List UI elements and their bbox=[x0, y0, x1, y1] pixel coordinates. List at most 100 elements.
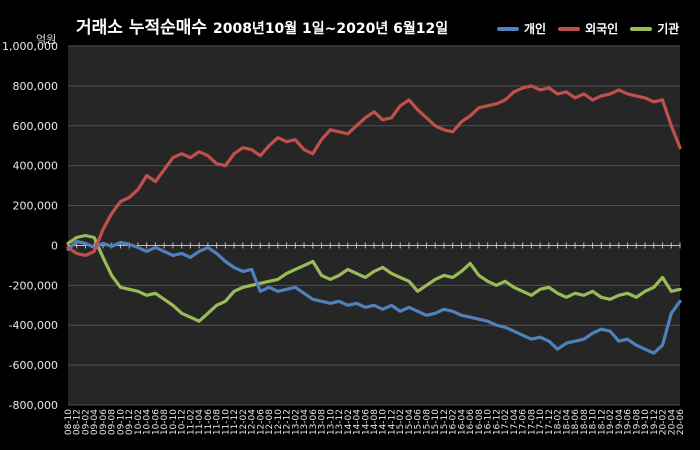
x-tick-label: 18-08 bbox=[580, 409, 590, 435]
x-tick-label: 14-10 bbox=[379, 409, 389, 435]
y-tick-label: -200,000 bbox=[9, 279, 58, 292]
x-tick-label: 15-02 bbox=[396, 409, 406, 435]
x-tick-label: 18-04 bbox=[562, 409, 572, 435]
x-tick-label: 18-10 bbox=[589, 409, 599, 435]
y-tick-label: 1,000,000 bbox=[2, 40, 58, 53]
x-tick-label: 15-12 bbox=[440, 409, 450, 435]
y-unit-label: 억원 bbox=[36, 33, 57, 46]
y-tick-label: 400,000 bbox=[13, 160, 59, 173]
x-tick-label: 17-12 bbox=[545, 409, 555, 435]
x-tick-label: 11-02 bbox=[186, 409, 196, 435]
series-line-individual bbox=[66, 239, 682, 355]
x-tick-label: 11-12 bbox=[230, 409, 240, 435]
x-tick-label: 19-02 bbox=[606, 409, 616, 435]
x-tick-label: 16-06 bbox=[466, 409, 476, 435]
x-tick-label: 17-10 bbox=[536, 409, 546, 435]
series-line-foreign bbox=[66, 84, 682, 257]
x-tick-label: 12-04 bbox=[248, 409, 258, 435]
y-tick-label: -400,000 bbox=[9, 319, 58, 332]
x-tick-label: 19-10 bbox=[641, 409, 651, 435]
legend-label-foreign: 외국인 bbox=[585, 22, 619, 36]
x-tick-label: 19-04 bbox=[615, 409, 625, 435]
x-tick-label: 14-08 bbox=[370, 409, 380, 435]
x-tick-label: 12-02 bbox=[239, 409, 249, 435]
x-tick-label: 18-02 bbox=[554, 409, 564, 435]
y-tick-label: -600,000 bbox=[9, 359, 58, 372]
series-line-institution bbox=[66, 233, 682, 323]
x-tick-label: 14-06 bbox=[361, 409, 371, 435]
series-lines bbox=[66, 84, 682, 355]
x-tick-label: 19-12 bbox=[650, 409, 660, 435]
x-tick-label: 13-12 bbox=[335, 409, 345, 435]
x-tick-label: 18-12 bbox=[597, 409, 607, 435]
x-tick-label: 20-04 bbox=[667, 409, 677, 435]
x-tick-label: 13-08 bbox=[318, 409, 328, 435]
legend-swatch-individual bbox=[497, 26, 519, 31]
legend-item-institution[interactable]: 기관 bbox=[630, 20, 679, 37]
y-tick-label: 800,000 bbox=[13, 80, 59, 93]
y-tick-label: 600,000 bbox=[13, 120, 59, 133]
x-tick-label: 19-08 bbox=[632, 409, 642, 435]
chart-title: 거래소 누적순매수 2008년10월 1일~2020년 6월12일 bbox=[76, 13, 448, 38]
x-tick-label: 14-02 bbox=[344, 409, 354, 435]
x-tick-label: 10-06 bbox=[151, 409, 161, 435]
x-tick-label: 17-06 bbox=[519, 409, 529, 435]
x-tick-label: 12-10 bbox=[274, 409, 284, 435]
x-tick-label: 15-08 bbox=[422, 409, 432, 435]
chart-title-main: 거래소 누적순매수 bbox=[76, 18, 208, 38]
x-tick-label: 16-10 bbox=[484, 409, 494, 435]
x-tick-label: 14-04 bbox=[353, 409, 363, 435]
x-tick-label: 10-08 bbox=[160, 409, 170, 435]
x-tick-label: 16-04 bbox=[457, 409, 467, 435]
x-tick-label: 09-02 bbox=[81, 409, 91, 435]
x-tick-label: 14-12 bbox=[387, 409, 397, 435]
x-axis: 08-1008-1209-0209-0409-0609-0809-1009-12… bbox=[64, 242, 686, 435]
x-tick-label: 09-06 bbox=[99, 409, 109, 435]
legend-label-institution: 기관 bbox=[657, 22, 680, 36]
x-tick-label: 13-10 bbox=[326, 409, 336, 435]
y-tick-label: 0 bbox=[51, 239, 58, 252]
legend-swatch-foreign bbox=[558, 26, 581, 31]
x-tick-label: 13-02 bbox=[291, 409, 301, 435]
x-tick-label: 09-08 bbox=[108, 409, 118, 435]
x-tick-label: 10-12 bbox=[178, 409, 188, 435]
x-tick-label: 16-12 bbox=[492, 409, 502, 435]
x-tick-label: 10-02 bbox=[134, 409, 144, 435]
x-tick-label: 15-06 bbox=[414, 409, 424, 435]
y-axis: 1,000,000 800,000 600,000 400,000 200,000 0 -2… bbox=[2, 40, 58, 412]
x-tick-label: 19-06 bbox=[624, 409, 634, 435]
x-tick-label: 16-08 bbox=[475, 409, 485, 435]
legend-swatch-institution bbox=[630, 26, 653, 31]
x-tick-label: 11-04 bbox=[195, 409, 205, 435]
x-tick-label: 09-10 bbox=[116, 409, 126, 435]
plot-area bbox=[68, 46, 680, 405]
x-tick-label: 16-02 bbox=[449, 409, 459, 435]
x-tick-label: 11-10 bbox=[221, 409, 231, 435]
x-tick-label: 11-08 bbox=[213, 409, 223, 435]
legend-label-individual: 개인 bbox=[524, 22, 547, 36]
x-tick-label: 13-06 bbox=[309, 409, 319, 435]
x-tick-label: 12-12 bbox=[283, 409, 293, 435]
x-tick-label: 10-10 bbox=[169, 409, 179, 435]
x-tick-label: 11-06 bbox=[204, 409, 214, 435]
x-tick-label: 17-08 bbox=[527, 409, 537, 435]
x-tick-label: 08-12 bbox=[73, 409, 83, 435]
legend: 개인 외국인 기관 bbox=[497, 20, 679, 37]
chart-title-sub: 2008년10월 1일~2020년 6월12일 bbox=[212, 21, 449, 37]
legend-item-individual[interactable]: 개인 bbox=[497, 20, 546, 37]
x-tick-label: 12-06 bbox=[256, 409, 266, 435]
x-tick-label: 10-04 bbox=[143, 409, 153, 435]
x-tick-label: 09-04 bbox=[90, 409, 100, 435]
x-tick-label: 15-04 bbox=[405, 409, 415, 435]
x-tick-label: 20-02 bbox=[659, 409, 669, 435]
x-tick-label: 09-12 bbox=[125, 409, 135, 435]
x-tick-label: 13-04 bbox=[300, 409, 310, 435]
x-tick-label: 20-06 bbox=[676, 409, 686, 435]
x-tick-label: 08-10 bbox=[64, 409, 74, 435]
legend-item-foreign[interactable]: 외국인 bbox=[558, 20, 618, 37]
x-tick-label: 12-08 bbox=[265, 409, 275, 435]
y-tick-label: 200,000 bbox=[13, 200, 59, 213]
x-tick-label: 17-02 bbox=[501, 409, 511, 435]
y-tick-label: -800,000 bbox=[9, 399, 58, 412]
